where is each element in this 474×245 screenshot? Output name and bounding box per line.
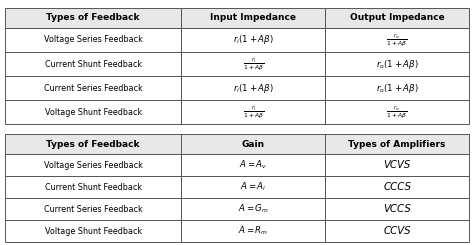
Bar [182,154,325,176]
Text: Voltage Shunt Feedback: Voltage Shunt Feedback [45,226,142,235]
Bar [182,28,325,52]
Text: Gain: Gain [242,139,265,148]
Text: $\frac{r_i}{1+A\beta}$: $\frac{r_i}{1+A\beta}$ [243,103,264,121]
Text: $r_i(1 + A\beta)$: $r_i(1 + A\beta)$ [233,34,273,47]
Bar [325,176,469,198]
Text: $\frac{r_o}{1+A\beta}$: $\frac{r_o}{1+A\beta}$ [386,31,408,49]
Bar [5,198,182,220]
Bar [325,52,469,76]
Text: Current Shunt Feedback: Current Shunt Feedback [45,183,142,192]
Text: VCVS: VCVS [383,160,410,170]
Text: Voltage Shunt Feedback: Voltage Shunt Feedback [45,108,142,117]
Bar [182,8,325,28]
Bar [5,154,182,176]
Text: Output Impedance: Output Impedance [350,13,445,23]
Bar [5,28,182,52]
Bar [182,134,325,154]
Bar [325,198,469,220]
Bar [325,100,469,124]
Text: Types of Feedback: Types of Feedback [46,13,140,23]
Bar [182,52,325,76]
Text: Current Series Feedback: Current Series Feedback [44,205,143,213]
Bar [325,154,469,176]
Text: $A = A_i$: $A = A_i$ [240,181,266,193]
Bar [325,76,469,100]
Text: $A = A_v$: $A = A_v$ [239,159,267,171]
Text: Voltage Series Feedback: Voltage Series Feedback [44,36,143,45]
Text: VCCS: VCCS [383,204,411,214]
Text: $r_o(1 + A\beta)$: $r_o(1 + A\beta)$ [375,58,419,71]
Text: $r_o(1 + A\beta)$: $r_o(1 + A\beta)$ [375,82,419,95]
Bar [5,220,182,242]
Text: $A = R_m$: $A = R_m$ [238,225,268,237]
Text: CCCS: CCCS [383,182,411,192]
Bar [182,220,325,242]
Text: Current Series Feedback: Current Series Feedback [44,84,143,93]
Text: Input Impedance: Input Impedance [210,13,296,23]
Text: Types of Amplifiers: Types of Amplifiers [348,139,446,148]
Bar [5,100,182,124]
Text: Current Shunt Feedback: Current Shunt Feedback [45,60,142,69]
Bar [5,134,182,154]
Text: $A = G_m$: $A = G_m$ [237,203,269,215]
Bar [182,76,325,100]
Bar [5,52,182,76]
Bar [325,134,469,154]
Text: Types of Feedback: Types of Feedback [46,139,140,148]
Bar [5,76,182,100]
Text: $r_i(1 + A\beta)$: $r_i(1 + A\beta)$ [233,82,273,95]
Bar [325,28,469,52]
Bar [5,176,182,198]
Bar [182,198,325,220]
Text: Voltage Series Feedback: Voltage Series Feedback [44,160,143,170]
Text: CCVS: CCVS [383,226,411,236]
Text: $\frac{r_i}{1+A\beta}$: $\frac{r_i}{1+A\beta}$ [243,55,264,73]
Bar [182,176,325,198]
Bar [325,220,469,242]
Bar [325,8,469,28]
Bar [182,100,325,124]
Bar [5,8,182,28]
Text: $\frac{r_o}{1+A\beta}$: $\frac{r_o}{1+A\beta}$ [386,103,408,121]
